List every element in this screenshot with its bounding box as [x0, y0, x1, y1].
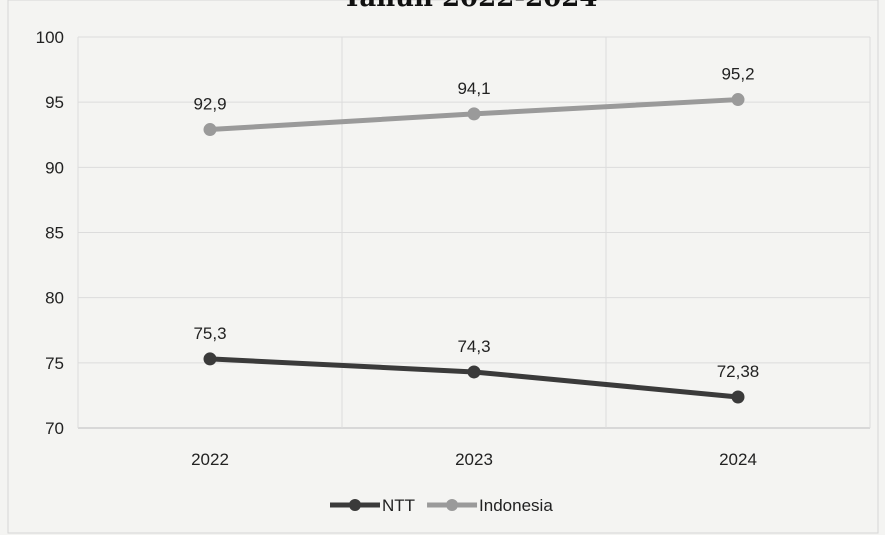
x-tick-label: 2023: [455, 450, 493, 469]
y-tick-label: 70: [45, 419, 64, 438]
data-point-ntt: [467, 365, 481, 379]
data-label-ntt: 75,3: [193, 324, 226, 343]
legend-label-ntt: NTT: [382, 496, 415, 515]
x-tick-label: 2022: [191, 450, 229, 469]
data-label-indonesia: 95,2: [721, 65, 754, 84]
y-tick-label: 75: [45, 354, 64, 373]
data-point-indonesia: [731, 93, 745, 107]
data-point-indonesia: [467, 107, 481, 121]
data-point-ntt: [731, 390, 745, 404]
data-point-ntt: [203, 352, 217, 366]
axis-ticks: 70 75 80 85 90 95 100 2022 2023 2024: [36, 28, 757, 469]
series-group: [203, 93, 745, 404]
y-tick-label: 85: [45, 224, 64, 243]
data-point-indonesia: [203, 123, 217, 137]
data-labels: 75,3 74,3 72,38 92,9 94,1 95,2: [193, 65, 759, 381]
legend-marker-ntt: [349, 499, 361, 511]
legend-label-indonesia: Indonesia: [479, 496, 553, 515]
y-tick-label: 80: [45, 289, 64, 308]
y-tick-label: 100: [36, 28, 64, 47]
x-tick-label: 2024: [719, 450, 757, 469]
chart-border: [7, 0, 879, 534]
y-tick-label: 95: [45, 93, 64, 112]
chart-title: Tahun 2022-2024: [343, 0, 598, 13]
legend-marker-indonesia: [446, 499, 459, 511]
y-tick-label: 90: [45, 158, 64, 177]
data-label-ntt: 74,3: [457, 337, 490, 356]
legend: NTT Indonesia: [330, 496, 553, 515]
data-label-indonesia: 94,1: [457, 79, 490, 98]
data-label-ntt: 72,38: [717, 362, 760, 381]
data-label-indonesia: 92,9: [193, 95, 226, 114]
